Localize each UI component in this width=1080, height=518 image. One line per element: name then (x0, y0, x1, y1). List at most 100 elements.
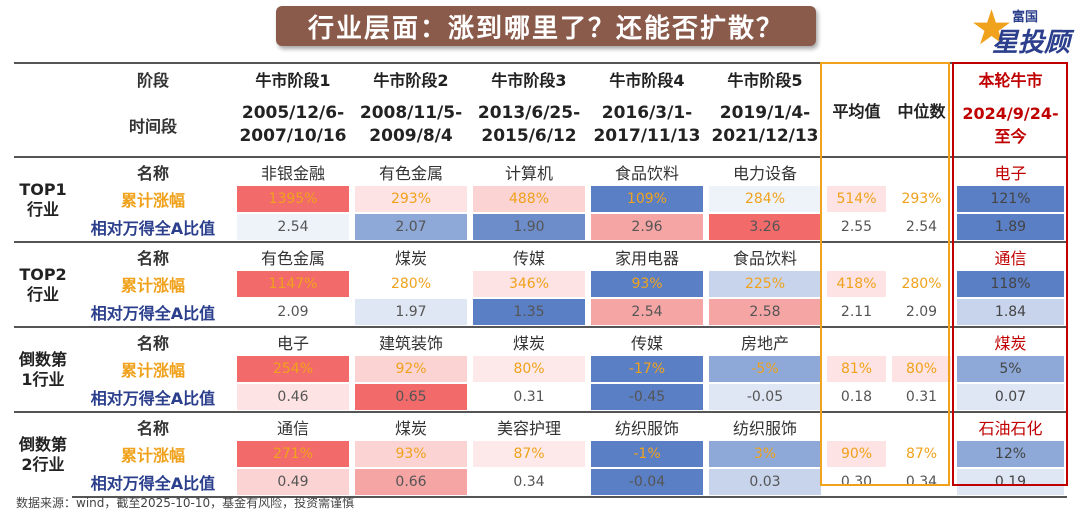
cumulative-gain: 93% (352, 440, 470, 468)
relative-ratio: 2.96 (588, 213, 706, 242)
stage-name: 牛市阶段2 (352, 62, 470, 94)
cumulative-gain-value: 1395% (237, 186, 349, 212)
industry-name: 煤炭 (352, 411, 470, 440)
relative-ratio-value: 1.90 (473, 214, 585, 240)
group-label: 倒数第 2行业 (14, 411, 72, 497)
current-gain-value: 118% (957, 271, 1064, 297)
group-rel-row: 相对万得全A比值 2.54 2.07 1.90 2.96 3.26 2.55 2.54 1.89 (14, 213, 1067, 242)
cumulative-gain: -1% (588, 440, 706, 468)
row-label-name: 名称 (72, 411, 234, 440)
relative-ratio: 0.31 (470, 383, 588, 412)
cumulative-gain-value: 254% (237, 356, 349, 382)
cumulative-gain-value: 93% (591, 271, 703, 297)
cumulative-gain: -5% (706, 355, 824, 383)
relative-ratio: 0.49 (234, 468, 352, 498)
cumulative-gain: 488% (470, 185, 588, 213)
current-relative-value: 1.84 (957, 299, 1064, 325)
industry-name: 家用电器 (588, 241, 706, 270)
stage-period: 2005/12/6- 2007/10/16 (239, 103, 347, 146)
cumulative-gain-value: 3% (709, 441, 821, 467)
relative-ratio-value: 2.07 (355, 214, 467, 240)
avg-gain: 81% (824, 355, 889, 383)
current-gain-value: 12% (957, 441, 1064, 467)
current-gain: 12% (954, 440, 1067, 468)
cumulative-gain-value: 284% (709, 186, 821, 212)
relative-ratio-value: 1.35 (473, 299, 585, 325)
avg-relative: 2.11 (824, 298, 889, 327)
relative-ratio: 0.34 (470, 468, 588, 498)
current-industry-name: 煤炭 (954, 326, 1067, 355)
avg-gain: 90% (824, 440, 889, 468)
avg-blank (824, 326, 889, 355)
current-relative: 1.89 (954, 213, 1067, 242)
relative-ratio: -0.04 (588, 468, 706, 498)
cumulative-gain: 92% (352, 355, 470, 383)
cumulative-gain: 3% (706, 440, 824, 468)
current-relative-value: 1.89 (957, 214, 1064, 240)
row-label-gain: 累计涨幅 (120, 276, 185, 295)
cumulative-gain: 271% (234, 440, 352, 468)
logo-big-text: 星投顾 (992, 28, 1071, 58)
avg-relative: 2.55 (824, 213, 889, 242)
cumulative-gain: 293% (352, 185, 470, 213)
median-relative-value: 2.54 (892, 214, 951, 240)
avg-relative-value: 2.55 (827, 214, 886, 240)
row-label-gain: 累计涨幅 (120, 191, 185, 210)
median-gain: 80% (889, 355, 954, 383)
relative-ratio: 2.07 (352, 213, 470, 242)
industry-table: 阶段 牛市阶段1 牛市阶段2 牛市阶段3 牛市阶段4 牛市阶段5 平均值 中位数… (14, 62, 1067, 498)
cumulative-gain-value: -1% (591, 441, 703, 467)
group-name-row: TOP2 行业 名称 有色金属 煤炭 传媒 家用电器 食品饮料 通信 (14, 241, 1067, 327)
current-industry-name: 石油石化 (954, 411, 1067, 440)
median-relative: 2.09 (889, 298, 954, 327)
relative-ratio-value: 0.31 (473, 384, 585, 410)
cumulative-gain-value: 87% (473, 441, 585, 467)
industry-name: 电力设备 (706, 156, 824, 185)
avg-blank (824, 411, 889, 440)
median-gain-value: 293% (892, 186, 951, 212)
cumulative-gain: 109% (588, 185, 706, 213)
page-title: 行业层面：涨到哪里了？还能否扩散？ (276, 6, 816, 46)
relative-ratio-value: 2.96 (591, 214, 703, 240)
current-stage-header: 本轮牛市 (954, 62, 1067, 94)
industry-name: 有色金属 (234, 241, 352, 270)
stage-label: 阶段 (72, 62, 234, 94)
median-relative-value: 0.31 (892, 384, 951, 410)
row-label-relative: 相对万得全A比值 (72, 468, 234, 498)
group-rel-row: 相对万得全A比值 0.49 0.66 0.34 -0.04 0.03 0.30 0.34 0.1… (14, 468, 1067, 498)
industry-name: 建筑装饰 (352, 326, 470, 355)
group-label: TOP2 行业 (14, 241, 72, 327)
relative-ratio-value: 1.97 (355, 299, 467, 325)
avg-header: 平均值 (824, 62, 889, 157)
industry-name: 美容护理 (470, 411, 588, 440)
row-label-gain: 累计涨幅 (120, 446, 185, 465)
avg-relative: 0.18 (824, 383, 889, 412)
group-label: TOP1 行业 (14, 156, 72, 242)
current-gain: 5% (954, 355, 1067, 383)
relative-ratio: 0.65 (352, 383, 470, 412)
relative-ratio-value: 0.49 (237, 469, 349, 495)
cumulative-gain-value: 80% (473, 356, 585, 382)
current-gain: 118% (954, 270, 1067, 298)
cumulative-gain: 80% (470, 355, 588, 383)
relative-ratio: 2.58 (706, 298, 824, 327)
relative-ratio-value: -0.45 (591, 384, 703, 410)
median-gain: 280% (889, 270, 954, 298)
relative-ratio-value: 2.54 (591, 299, 703, 325)
current-relative-value: 0.07 (957, 384, 1064, 410)
cumulative-gain-value: -5% (709, 356, 821, 382)
row-label-gain: 累计涨幅 (120, 361, 185, 380)
relative-ratio-value: 3.26 (709, 214, 821, 240)
group-gain-row: 累计涨幅 254% 92% 80% -17% -5% 81% 80% 5% (14, 355, 1067, 383)
avg-gain-value: 418% (827, 271, 886, 297)
cumulative-gain: 87% (470, 440, 588, 468)
row-label-relative: 相对万得全A比值 (90, 389, 216, 408)
row-label-name: 名称 (72, 156, 234, 185)
median-blank (889, 156, 954, 185)
stage-period: 2019/1/4- 2021/12/13 (711, 103, 819, 146)
industry-name: 非银金融 (234, 156, 352, 185)
cumulative-gain-value: 346% (473, 271, 585, 297)
industry-name: 电子 (234, 326, 352, 355)
stage-name: 牛市阶段3 (470, 62, 588, 94)
relative-ratio: 1.35 (470, 298, 588, 327)
